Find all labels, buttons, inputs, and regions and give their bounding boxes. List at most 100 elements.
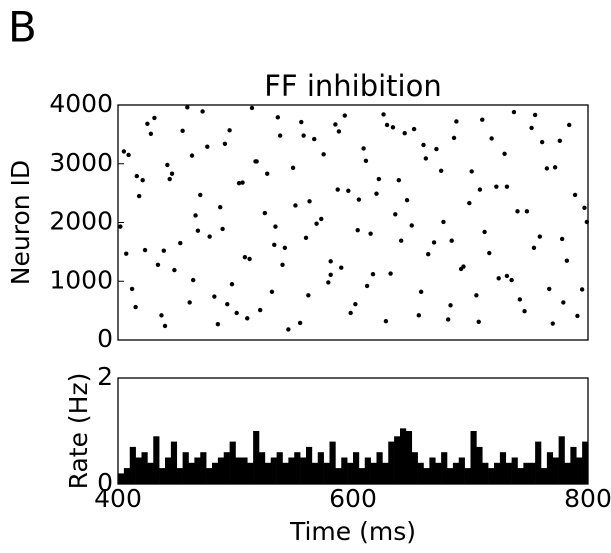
bar — [311, 462, 319, 484]
bar — [270, 457, 277, 484]
spike — [438, 168, 444, 173]
spike — [307, 199, 312, 204]
bar — [541, 468, 548, 484]
spike — [441, 219, 446, 225]
bar — [259, 452, 266, 484]
spike — [167, 176, 172, 182]
spike — [269, 289, 275, 295]
spike — [265, 171, 270, 176]
bar — [511, 457, 518, 484]
spike — [134, 173, 139, 179]
bar — [276, 452, 283, 484]
spike — [564, 258, 570, 263]
spike — [297, 320, 303, 326]
spike — [159, 313, 164, 318]
bar — [394, 436, 401, 484]
spike — [388, 271, 393, 276]
spike — [336, 129, 342, 134]
bar — [300, 457, 307, 484]
spike — [384, 122, 390, 128]
spike — [572, 192, 578, 198]
spike — [280, 262, 285, 267]
spike — [142, 247, 148, 253]
spike — [242, 254, 248, 260]
bar — [370, 462, 377, 484]
spike — [431, 240, 437, 245]
bar — [165, 457, 172, 484]
y-tick-label: 0 — [97, 324, 113, 353]
bar — [223, 452, 230, 484]
spike — [451, 135, 457, 141]
bar — [235, 457, 242, 484]
bar — [118, 473, 125, 484]
spike — [222, 141, 228, 146]
spike — [245, 316, 250, 321]
bar — [182, 452, 189, 484]
bar — [129, 446, 136, 484]
y-axis-label: Neuron ID — [6, 160, 35, 285]
bar — [476, 446, 483, 484]
bar — [141, 452, 148, 484]
bar — [452, 462, 460, 484]
bar — [188, 462, 195, 484]
y-tick-label: 2 — [97, 362, 113, 391]
bar — [306, 446, 313, 484]
bar — [358, 468, 366, 484]
spike — [467, 200, 472, 206]
spike — [416, 313, 421, 318]
bar — [546, 452, 554, 484]
spike — [383, 319, 389, 324]
spike — [567, 122, 572, 128]
spike — [557, 138, 562, 144]
spike — [275, 115, 280, 120]
spike — [561, 300, 566, 305]
spike — [342, 113, 347, 118]
spike — [328, 259, 333, 264]
spike — [240, 180, 245, 185]
spike — [579, 287, 585, 292]
spike — [421, 142, 426, 148]
spike — [348, 310, 353, 316]
spike — [423, 156, 429, 161]
bar — [435, 462, 442, 484]
spike — [474, 293, 479, 298]
spike — [529, 125, 534, 131]
spike — [145, 121, 150, 127]
y-tick-label: 2000 — [49, 207, 113, 236]
spike — [187, 300, 192, 305]
spike — [559, 236, 565, 242]
spike — [449, 238, 454, 243]
spike — [355, 227, 360, 233]
spike — [286, 327, 291, 332]
spike — [257, 307, 263, 313]
spike — [299, 119, 304, 125]
bar — [217, 457, 225, 484]
spike — [152, 115, 157, 121]
bar — [482, 462, 489, 484]
spike — [195, 228, 201, 233]
bar — [288, 457, 295, 484]
bar — [317, 452, 324, 484]
spike — [225, 301, 230, 307]
spike — [229, 281, 235, 287]
spike — [434, 146, 439, 152]
y-tick-label: 1000 — [49, 265, 113, 294]
spike — [454, 119, 459, 124]
bar — [153, 436, 160, 484]
spike — [191, 277, 196, 283]
spike — [303, 235, 309, 240]
spike — [487, 250, 492, 256]
spike — [363, 158, 369, 164]
spike — [247, 256, 252, 262]
axes-frame — [117, 377, 589, 485]
spike — [374, 191, 379, 196]
bar — [423, 468, 430, 484]
bar — [523, 462, 530, 484]
spike — [346, 188, 351, 193]
bar — [388, 441, 395, 484]
bar — [147, 462, 154, 484]
spike — [161, 248, 167, 253]
spike — [140, 178, 145, 183]
bar — [441, 452, 448, 484]
